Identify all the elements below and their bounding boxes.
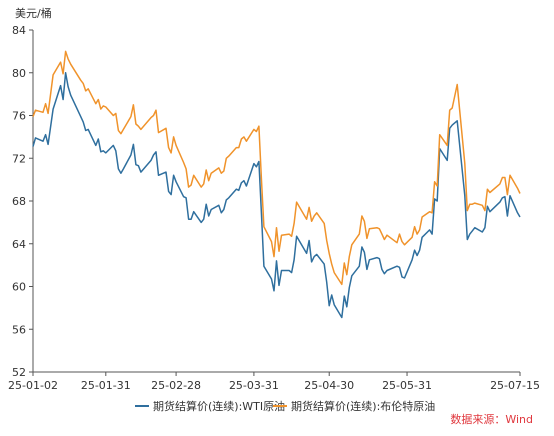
axes bbox=[32, 30, 520, 373]
x-tick-label: 25-07-15 bbox=[490, 379, 540, 392]
y-tick-label: 84 bbox=[12, 24, 26, 37]
series-line-wti bbox=[32, 72, 521, 319]
x-tick-label: 25-05-31 bbox=[382, 379, 432, 392]
x-tick-label: 25-04-30 bbox=[304, 379, 354, 392]
legend: 期货结算价(连续):WTI原油 期货结算价(连续):布伦特原油 bbox=[135, 399, 435, 413]
y-tick-label: 72 bbox=[12, 152, 26, 165]
y-tick-label: 76 bbox=[12, 110, 26, 123]
x-tick-label: 25-02-28 bbox=[151, 379, 201, 392]
x-axis-ticks: 25-01-02 25-01-31 25-02-28 25-03-31 25-04-30… bbox=[8, 372, 540, 392]
legend-label: 期货结算价(连续):布伦特原油 bbox=[291, 399, 435, 413]
y-tick-label: 64 bbox=[12, 238, 26, 251]
x-tick-label: 25-03-31 bbox=[229, 379, 279, 392]
y-tick-label: 60 bbox=[12, 281, 26, 294]
y-tick-label: 68 bbox=[12, 195, 26, 208]
y-axis-ticks: 52 56 60 64 68 72 76 80 84 bbox=[12, 24, 33, 379]
source-note: 数据来源：Wind bbox=[450, 412, 533, 426]
y-tick-label: 52 bbox=[12, 366, 26, 379]
legend-label: 期货结算价(连续):WTI原油 bbox=[153, 399, 285, 413]
series-lines bbox=[32, 50, 521, 319]
x-tick-label: 25-01-02 bbox=[8, 379, 58, 392]
y-tick-label: 80 bbox=[12, 67, 26, 80]
x-tick-label: 25-01-31 bbox=[81, 379, 131, 392]
series-line-brent bbox=[32, 50, 521, 286]
y-tick-label: 56 bbox=[12, 323, 26, 336]
y-axis-unit-label: 美元/桶 bbox=[15, 6, 52, 20]
